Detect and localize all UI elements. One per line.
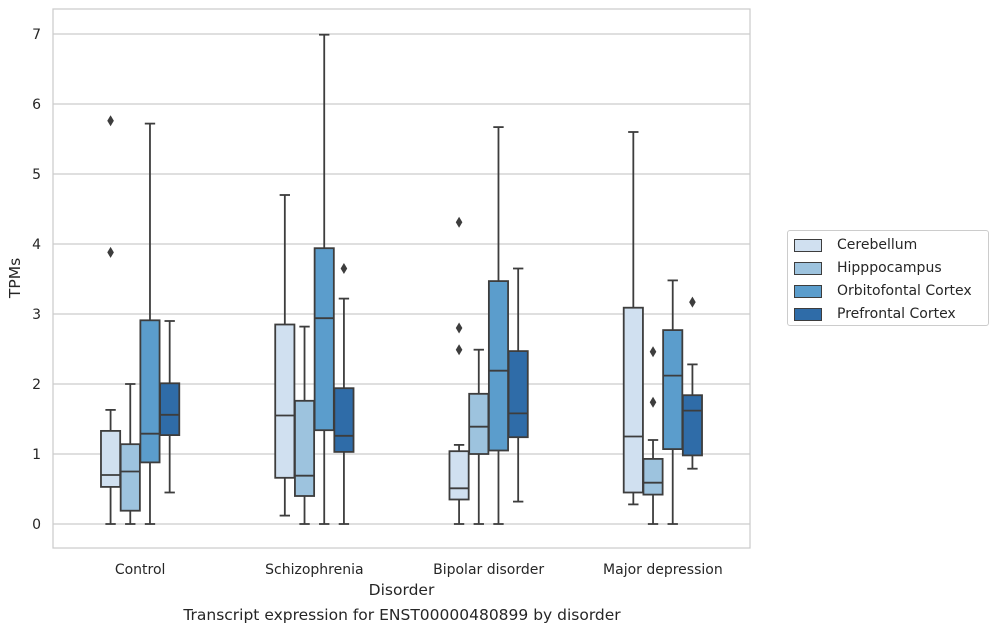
outlier-point [649, 346, 657, 358]
x-axis-ticks: Control Schizophrenia Bipolar disorder Majo… [115, 562, 723, 578]
y-tick-label: 7 [32, 27, 41, 43]
box-plot [294, 325, 316, 525]
box-plot [159, 320, 181, 494]
legend-item-prefrontal-cortex: Prefrontal Cortex [794, 304, 956, 324]
y-tick-label: 0 [32, 517, 41, 533]
box-iqr [139, 319, 161, 464]
x-tick-label: Schizophrenia [265, 562, 363, 578]
legend-label-prefrontal-cortex: Prefrontal Cortex [837, 306, 956, 322]
box-iqr [159, 382, 181, 436]
box-plot [681, 296, 703, 470]
y-tick-label: 5 [32, 167, 41, 183]
boxes [100, 33, 703, 525]
legend-swatch-prefrontal-cortex [794, 307, 822, 321]
x-axis-label: Disorder [369, 581, 435, 599]
box-plot [662, 279, 684, 525]
y-axis-label: TPMs [6, 258, 24, 299]
box-iqr [100, 429, 122, 488]
outlier-point [455, 322, 463, 334]
outlier-point [455, 344, 463, 356]
outlier-point [649, 396, 657, 408]
x-tick-label: Control [115, 562, 166, 578]
legend-item-orbitofrontal-cortex: Orbitofontal Cortex [794, 281, 972, 301]
legend-swatch-orbitofrontal-cortex [794, 284, 822, 298]
x-tick-label: Bipolar disorder [433, 562, 544, 578]
box-iqr [448, 450, 470, 501]
box-plot [333, 263, 355, 525]
box-iqr [294, 399, 316, 497]
box-iqr [662, 329, 684, 451]
box-plot [448, 216, 470, 525]
y-tick-label: 6 [32, 97, 41, 113]
box-iqr [274, 323, 296, 479]
legend-label-cerebellum: Cerebellum [837, 237, 918, 253]
box-plot [622, 131, 644, 506]
box-iqr [468, 392, 490, 455]
box-plot [642, 346, 664, 525]
legend-label-hippocampus: Hipppocampus [837, 260, 942, 276]
outlier-point [689, 296, 696, 308]
box-iqr [333, 387, 355, 453]
box-plot [507, 267, 529, 503]
box-iqr [622, 306, 644, 494]
legend: Cerebellum Hipppocampus Orbitofontal Cor… [787, 230, 989, 326]
outlier-point [340, 263, 348, 274]
legend-item-hippocampus: Hipppocampus [794, 258, 942, 278]
y-axis-ticks: 0 1 2 3 4 5 6 7 [32, 27, 41, 533]
box-iqr [642, 457, 664, 496]
x-tick-label: Major depression [603, 562, 723, 578]
legend-swatch-hippocampus [794, 261, 822, 275]
box-iqr [681, 394, 703, 457]
plot-frame [52, 8, 751, 549]
legend-item-cerebellum: Cerebellum [794, 235, 917, 255]
box-iqr [119, 443, 141, 512]
y-tick-label: 2 [32, 377, 41, 393]
legend-label-orbitofrontal-cortex: Orbitofontal Cortex [837, 283, 972, 299]
outlier-point [107, 246, 114, 258]
y-tick-label: 4 [32, 237, 41, 253]
outlier-point [455, 216, 463, 228]
box-plot [139, 122, 161, 525]
outlier-point [107, 115, 114, 127]
box-iqr [313, 247, 335, 432]
box-iqr [507, 350, 529, 439]
y-tick-label: 3 [32, 307, 41, 323]
legend-swatch-cerebellum [794, 238, 822, 252]
box-plot [313, 33, 335, 525]
box-plot [274, 194, 296, 517]
y-tick-label: 1 [32, 447, 41, 463]
box-iqr [487, 280, 509, 452]
figure-caption: Transcript expression for ENST0000048089… [183, 606, 621, 624]
box-plot [487, 126, 509, 525]
box-plot [119, 383, 141, 525]
box-plot [468, 348, 490, 525]
box-plot [100, 115, 122, 525]
